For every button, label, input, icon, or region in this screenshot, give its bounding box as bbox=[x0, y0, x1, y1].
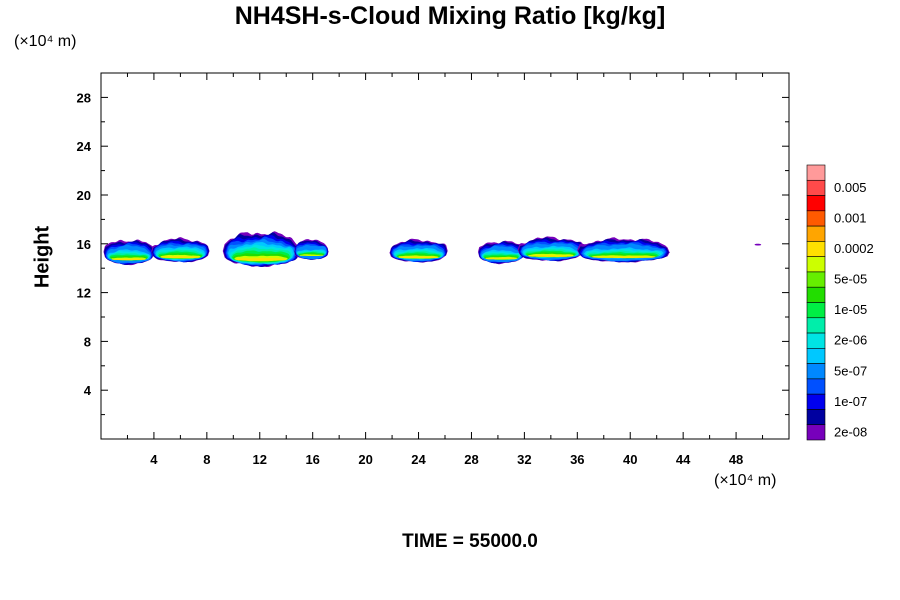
colorbar-swatch bbox=[806, 302, 826, 319]
colorbar-label: 0.0002 bbox=[834, 241, 874, 256]
y-axis-unit: (×10⁴ m) bbox=[14, 33, 77, 50]
colorbar-label: 2e-08 bbox=[834, 424, 867, 439]
cloud-segment bbox=[103, 239, 154, 266]
x-tick-label: 24 bbox=[411, 452, 426, 467]
y-tick-label: 4 bbox=[84, 383, 92, 398]
colorbar-swatch bbox=[806, 424, 826, 441]
colorbar-swatch bbox=[806, 256, 826, 273]
x-tick-label: 12 bbox=[253, 452, 267, 467]
x-tick-label: 8 bbox=[203, 452, 210, 467]
colorbar-label: 5e-07 bbox=[834, 363, 867, 378]
x-tick-label: 36 bbox=[570, 452, 584, 467]
chart-title: NH4SH-s-Cloud Mixing Ratio [kg/kg] bbox=[234, 2, 666, 30]
colorbar-swatch bbox=[806, 332, 826, 349]
colorbar-swatch bbox=[806, 409, 826, 426]
cloud-contour bbox=[112, 258, 146, 261]
colorbar-swatch bbox=[806, 210, 826, 227]
cloud-segment bbox=[517, 236, 584, 262]
colorbar-label: 2e-06 bbox=[834, 333, 867, 348]
y-tick-label: 16 bbox=[77, 237, 91, 252]
cloud-contour bbox=[485, 258, 517, 260]
cloud-contour bbox=[528, 255, 573, 257]
cloud-contour bbox=[754, 243, 762, 246]
cloud-contour bbox=[592, 256, 655, 258]
cloud-contour bbox=[299, 254, 324, 256]
colorbar-swatch bbox=[806, 348, 826, 364]
colorbar-label: 0.005 bbox=[834, 180, 867, 195]
colorbar-swatch bbox=[806, 164, 826, 181]
x-tick-label: 44 bbox=[676, 452, 691, 467]
x-tick-label: 48 bbox=[729, 452, 743, 467]
colorbar-swatch bbox=[806, 241, 826, 257]
colorbar: 0.005 0.001 0.0002 5e-05 1e-05 2e-06 5e-07 1e-0… bbox=[806, 164, 874, 441]
y-tick-label: 24 bbox=[77, 139, 92, 154]
colorbar-swatch bbox=[806, 393, 826, 410]
colorbar-swatch bbox=[806, 271, 826, 288]
cloud-segment bbox=[222, 231, 300, 267]
cloud-segment bbox=[754, 243, 762, 246]
cloud-layer bbox=[103, 231, 762, 267]
y-tick-label: 28 bbox=[77, 90, 91, 105]
cloud-contour bbox=[399, 256, 438, 259]
x-tick-label: 28 bbox=[464, 452, 478, 467]
cloud-segment bbox=[294, 239, 329, 260]
colorbar-swatch bbox=[806, 378, 826, 395]
x-tick-label: 4 bbox=[150, 452, 158, 467]
cloud-contour bbox=[235, 257, 287, 261]
cloud-segment bbox=[151, 237, 210, 263]
y-tick-label: 20 bbox=[77, 188, 91, 203]
colorbar-swatch bbox=[806, 225, 826, 242]
cloud-segment bbox=[577, 237, 670, 263]
colorbar-label: 1e-05 bbox=[834, 302, 867, 317]
colorbar-swatch bbox=[806, 195, 826, 212]
time-label: TIME = 55000.0 bbox=[402, 531, 538, 552]
cloud-segment bbox=[478, 240, 525, 265]
y-tick-label: 8 bbox=[84, 334, 91, 349]
colorbar-label: 0.001 bbox=[834, 211, 867, 226]
x-tick-label: 32 bbox=[517, 452, 531, 467]
colorbar-label: 1e-07 bbox=[834, 394, 867, 409]
colorbar-swatch bbox=[806, 179, 826, 196]
colorbar-swatch bbox=[806, 317, 826, 334]
x-axis-unit: (×10⁴ m) bbox=[714, 472, 777, 489]
x-tick-label: 20 bbox=[358, 452, 372, 467]
x-tick-label: 40 bbox=[623, 452, 637, 467]
colorbar-swatch bbox=[806, 286, 826, 303]
colorbar-label: 5e-05 bbox=[834, 272, 867, 287]
x-tick-label: 16 bbox=[305, 452, 319, 467]
cloud-contour bbox=[160, 256, 200, 259]
colorbar-swatch bbox=[806, 363, 826, 380]
cloud-segment bbox=[389, 238, 448, 263]
y-tick-label: 12 bbox=[77, 286, 91, 301]
